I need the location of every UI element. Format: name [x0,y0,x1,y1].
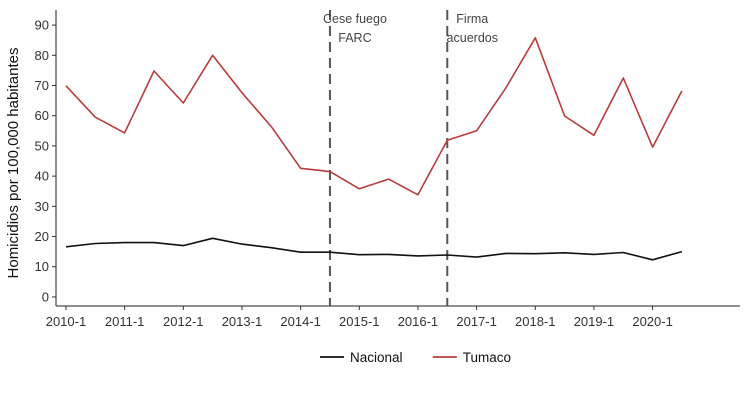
x-tick-label: 2010-1 [46,314,86,329]
x-tick-label: 2011-1 [105,314,145,329]
y-tick-label: 10 [35,259,49,274]
legend-label-tumaco: Tumaco [463,350,511,365]
x-tick-label: 2016-1 [398,314,438,329]
event-annotation: Firma [456,12,488,26]
x-tick-label: 2015-1 [339,314,379,329]
x-tick-label: 2012-1 [163,314,203,329]
series-line-tumaco [65,36,683,196]
ticks-layer: 0 10 20 30 40 50 60 70 80 90 2010-1 2011-1 2012-1 201… [35,18,673,329]
y-tick-label: 30 [35,199,49,214]
x-tick-label: 2019-1 [574,314,614,329]
series-layer [65,36,683,261]
y-tick-label: 40 [35,169,49,184]
y-tick-label: 50 [35,138,49,153]
x-tick-label: 2013-1 [222,314,262,329]
y-tick-label: 0 [42,289,49,304]
y-tick-label: 90 [35,18,49,33]
x-tick-label: 2017-1 [456,314,496,329]
event-markers-layer: Cese fuego FARC Firma acuerdos [323,10,498,306]
y-tick-label: 70 [35,78,49,93]
y-tick-label: 80 [35,48,49,63]
x-tick-label: 2014-1 [280,314,320,329]
y-axis-title: Homicidios por 100,000 habitantes [5,48,22,279]
y-tick-label: 20 [35,229,49,244]
x-tick-label: 2018-1 [515,314,555,329]
axes-layer [55,10,740,307]
event-annotation: acuerdos [447,31,498,45]
y-tick-label: 60 [35,108,49,123]
legend: Nacional Tumaco [320,350,511,365]
series-line-nacional [65,237,683,261]
event-annotation: FARC [338,31,371,45]
x-tick-label: 2020-1 [632,314,672,329]
legend-label-nacional: Nacional [350,350,403,365]
event-annotation: Cese fuego [323,12,387,26]
